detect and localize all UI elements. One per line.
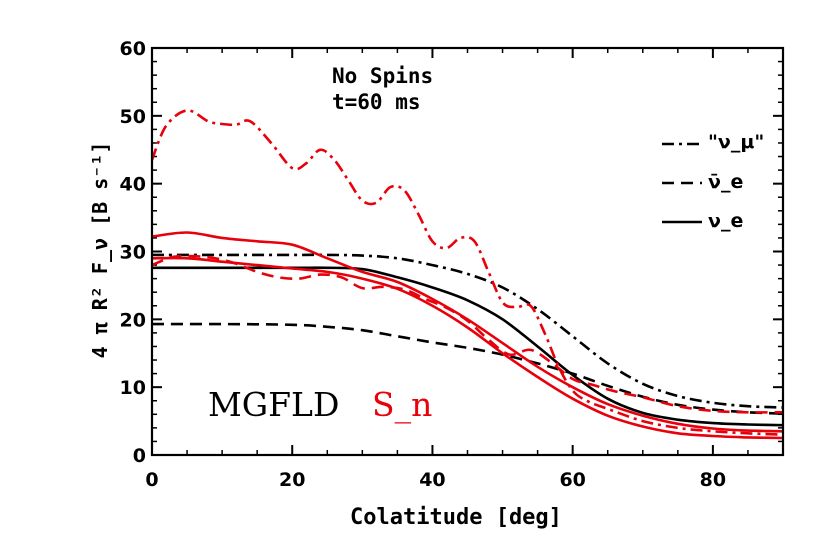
y-tick-label: 20 bbox=[120, 309, 146, 331]
plot-frame bbox=[150, 46, 785, 457]
x-tick-label: 40 bbox=[419, 469, 445, 491]
series-line-mgfld-nu-mu bbox=[152, 253, 784, 409]
chart-title-line-1: No Spins bbox=[332, 64, 434, 88]
series-lines bbox=[150, 109, 784, 440]
y-tick-label: 10 bbox=[120, 377, 146, 399]
y-tick-label: 50 bbox=[120, 106, 146, 128]
legend-label-nu-mu: "ν_μ" bbox=[708, 131, 765, 153]
code-label-sn: S_n bbox=[372, 385, 433, 424]
legend-label-anti-nu-e: ν̄_e bbox=[708, 171, 744, 193]
series-line-sn-nu-mu bbox=[150, 109, 784, 436]
series-line-sn-nu-e-lower bbox=[151, 256, 784, 440]
legend-label-nu-e: ν_e bbox=[708, 210, 744, 232]
y-tick-label: 40 bbox=[120, 174, 146, 196]
y-tick-label: 0 bbox=[133, 445, 146, 467]
series-line-sn-anti-nu-e bbox=[151, 254, 784, 414]
y-axis-label: 4 π R² F_ν [B s⁻¹] bbox=[88, 141, 112, 359]
y-tick-label: 30 bbox=[120, 242, 146, 264]
x-tick-label: 20 bbox=[279, 469, 305, 491]
y-tick-label: 60 bbox=[120, 38, 146, 60]
x-axis-label: Colatitude [deg] bbox=[350, 505, 562, 530]
series-line-mgfld-nu-e bbox=[152, 266, 784, 427]
code-label-mgfld: MGFLD bbox=[208, 385, 340, 424]
x-tick-label: 80 bbox=[700, 469, 726, 491]
legend-samples bbox=[662, 142, 702, 224]
chart-title-line-2: t=60 ms bbox=[332, 90, 421, 114]
x-tick-label: 0 bbox=[145, 469, 158, 491]
x-tick-label: 60 bbox=[559, 469, 585, 491]
series-line-sn-nu-e-upper bbox=[151, 231, 784, 433]
